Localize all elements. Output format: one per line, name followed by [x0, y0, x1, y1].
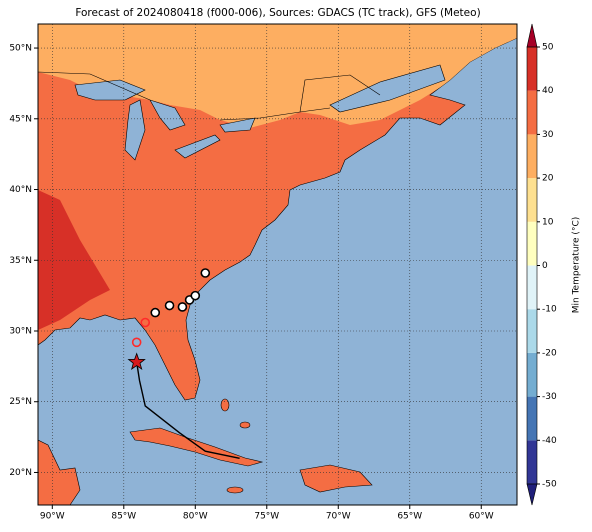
colorbar-tick-label: -40 — [542, 436, 557, 446]
forecast-point — [200, 268, 211, 278]
lat-tick-label: 45°N — [9, 114, 32, 124]
forecast-point — [177, 302, 188, 312]
map-frame — [37, 23, 518, 506]
land — [299, 464, 373, 493]
lon-tick-label: 80°W — [183, 512, 208, 522]
colorbar-band — [527, 178, 537, 222]
lon-tick-label: 70°W — [326, 512, 351, 522]
map-title: Forecast of 2024080418 (f000-006), Sourc… — [75, 7, 480, 19]
colorbar-tick-label: 10 — [542, 217, 554, 227]
forecast-point — [164, 300, 175, 311]
lon-tick-label: 65°W — [397, 512, 422, 522]
lat-tick-label: 25°N — [9, 397, 32, 407]
colorbar-band — [527, 352, 537, 397]
colorbar-label: Min Temperature (°C) — [572, 217, 582, 314]
colorbar-under — [526, 483, 538, 506]
colorbar-tick-label: 30 — [542, 130, 554, 140]
lon-tick-label: 85°W — [111, 512, 136, 522]
land — [38, 24, 517, 401]
colorbar-band — [527, 309, 537, 353]
lon-tick-label: 75°W — [254, 512, 279, 522]
colorbar-tick-label: 0 — [542, 261, 548, 271]
forecast-point — [150, 307, 161, 318]
colorbar-tick-label: -30 — [542, 392, 557, 402]
lake — [174, 134, 221, 159]
current-position — [127, 352, 146, 370]
map-area — [38, 24, 517, 505]
lat-tick-label: 30°N — [9, 326, 32, 336]
colorbar-band — [527, 440, 537, 484]
track-line — [135, 362, 240, 460]
lat-tick-label: 50°N — [9, 44, 32, 54]
lon-tick-label: 60°W — [469, 512, 494, 522]
forecast-point — [140, 317, 151, 328]
colorbar-tick-label: -10 — [542, 305, 557, 315]
colorbar-band — [527, 90, 537, 135]
lat-tick-label: 40°N — [9, 185, 32, 195]
colorbar-tick-label: 20 — [542, 174, 554, 184]
colorbar-band — [527, 134, 537, 179]
cool-region — [38, 24, 517, 128]
lat-tick-label: 35°N — [9, 256, 32, 266]
colorbar-band — [527, 47, 537, 91]
land — [226, 486, 244, 494]
colorbar-tick-label: -50 — [542, 480, 557, 490]
lat-tick-label: 20°N — [9, 468, 32, 478]
lake — [149, 99, 186, 131]
colorbar-tick-label: -20 — [542, 348, 557, 358]
colorbar-band — [527, 396, 537, 441]
forecast-point — [190, 290, 201, 301]
colorbar-over — [526, 23, 538, 48]
land — [220, 398, 230, 412]
colorbar-band — [527, 221, 537, 266]
lake — [219, 117, 256, 133]
lake — [124, 99, 146, 161]
lon-tick-label: 90°W — [40, 512, 65, 522]
lake — [74, 79, 146, 101]
colorbar-tick-label: 50 — [542, 43, 554, 53]
land — [239, 421, 251, 429]
forecast-point — [131, 337, 142, 348]
colorbar-tick-label: 40 — [542, 86, 554, 96]
colorbar-band — [527, 265, 537, 310]
river — [329, 64, 446, 113]
